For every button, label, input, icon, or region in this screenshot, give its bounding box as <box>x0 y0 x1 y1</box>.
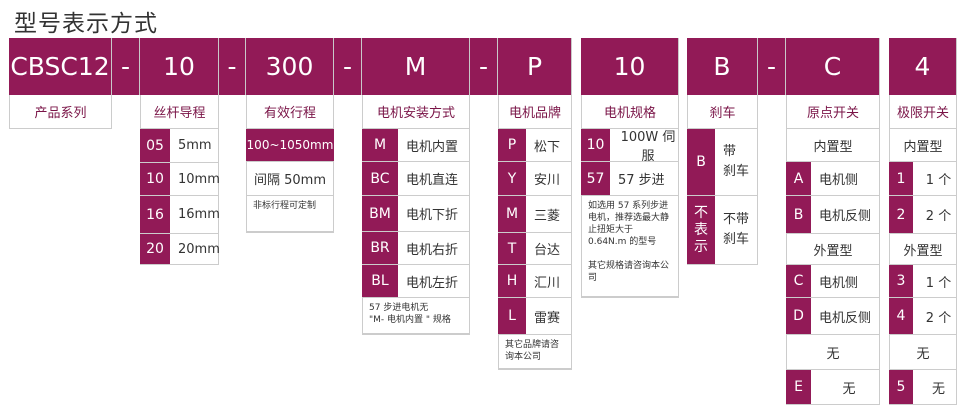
option-code: B <box>687 129 715 196</box>
option-value: 2 个 <box>913 196 957 234</box>
option-code: 57 <box>581 162 610 196</box>
segment-label-lead: 丝杆导程 <box>140 95 219 129</box>
segment-label-stroke: 有效行程 <box>246 95 334 129</box>
option-value: 电机反侧 <box>811 196 880 234</box>
subheader-origin: 内置型 <box>786 129 880 162</box>
code-segment-series: CBSC12 <box>9 38 112 95</box>
note-stroke: 非标行程可定制 <box>246 196 334 233</box>
note-spec: 如选用 57 系列步进电机，推荐选最大静止扭矩大于 0.64N.m 的型号 其它… <box>581 196 679 298</box>
option-value: 汇川 <box>526 265 572 298</box>
option-code: 5 <box>889 370 913 405</box>
option-code: 10 <box>581 129 610 162</box>
option-value: 三菱 <box>526 196 572 233</box>
subheader-limit: 内置型 <box>889 129 957 162</box>
option-code: BC <box>362 162 398 196</box>
option-code: BL <box>362 265 398 298</box>
subheader-limit: 无 <box>889 335 957 370</box>
code-segment-stroke: 300 <box>246 38 334 95</box>
option-value: 电机直连 <box>398 162 470 196</box>
subheader-origin: 外置型 <box>786 234 880 265</box>
subheader-limit: 外置型 <box>889 234 957 265</box>
segment-label-mount: 电机安装方式 <box>362 95 470 129</box>
option-value: 带 刹车 <box>715 129 758 196</box>
option-value: 5mm <box>170 129 219 163</box>
option-value: 100W 伺服 <box>610 129 679 164</box>
option-code: 3 <box>889 265 913 298</box>
segment-label-brake: 刹车 <box>687 95 758 129</box>
option-code: M <box>498 196 526 233</box>
option-value: 电机内置 <box>398 129 470 162</box>
option-code: 1 <box>889 162 913 196</box>
option-value: 20mm <box>170 234 220 265</box>
option-code: E <box>786 370 811 405</box>
option-value: 无 <box>811 370 880 405</box>
option-code: T <box>498 233 526 265</box>
option-value: 1 个 <box>913 265 957 298</box>
option-code: 20 <box>140 234 170 265</box>
code-segment-spec: 10 <box>581 38 679 95</box>
option-value: 台达 <box>526 233 572 265</box>
page-title: 型号表示方式 <box>14 11 158 37</box>
code-segment-mount: M <box>362 38 470 95</box>
separator-dash: - <box>758 38 786 95</box>
option-code: BR <box>362 232 398 265</box>
option-value: 无 <box>913 370 957 405</box>
note-brand: 其它品牌请咨询本公司 <box>498 335 572 370</box>
segment-label-limit: 极限开关 <box>889 95 957 129</box>
option-value: 电机右折 <box>398 232 470 265</box>
option-value: 电机左折 <box>398 265 470 298</box>
option-code: 10 <box>140 163 170 196</box>
option-value: 2 个 <box>913 298 957 335</box>
option-value: 10mm <box>170 163 220 196</box>
note-mount: 57 步进电机无 "M- 电机内置 " 规格 <box>362 298 470 335</box>
option-code: 不 表 示 <box>687 196 715 265</box>
option-code: L <box>498 298 526 335</box>
segment-label-spec: 电机规格 <box>581 95 679 129</box>
range-stroke: 100~1050mm <box>246 129 334 162</box>
option-code: 05 <box>140 129 170 163</box>
segment-label-series: 产品系列 <box>9 95 112 129</box>
segment-label-brand: 电机品牌 <box>498 95 572 129</box>
code-segment-origin: C <box>786 38 880 95</box>
option-value: 电机反侧 <box>811 298 880 335</box>
segment-label-origin: 原点开关 <box>786 95 880 129</box>
separator-dash: - <box>112 38 140 95</box>
option-value: 松下 <box>526 129 572 162</box>
option-value: 不带 刹车 <box>715 196 758 265</box>
option-code: 16 <box>140 196 170 234</box>
option-code: BM <box>362 196 398 232</box>
option-code: M <box>362 129 398 162</box>
code-segment-lead: 10 <box>140 38 219 95</box>
option-code: H <box>498 265 526 298</box>
option-code: B <box>786 196 811 234</box>
option-code: 4 <box>889 298 913 335</box>
option-value: 57 步进 <box>610 162 679 196</box>
option-value: 1 个 <box>913 162 957 196</box>
subheader-stroke: 间隔 50mm <box>246 162 334 196</box>
option-value: 电机下折 <box>398 196 470 232</box>
option-code: P <box>498 129 526 162</box>
option-code: 2 <box>889 196 913 234</box>
option-code: Y <box>498 162 526 196</box>
option-value: 电机侧 <box>811 265 880 298</box>
subheader-origin: 无 <box>786 335 880 370</box>
code-segment-limit: 4 <box>889 38 957 95</box>
code-segment-brand: P <box>498 38 572 95</box>
separator-dash: - <box>219 38 246 95</box>
option-value: 16mm <box>170 196 220 234</box>
option-code: A <box>786 162 811 196</box>
code-segment-brake: B <box>687 38 758 95</box>
option-code: C <box>786 265 811 298</box>
option-code: D <box>786 298 811 335</box>
separator-dash: - <box>470 38 498 95</box>
option-value: 雷赛 <box>526 298 572 335</box>
separator-dash: - <box>334 38 362 95</box>
option-value: 电机侧 <box>811 162 880 196</box>
option-value: 安川 <box>526 162 572 196</box>
